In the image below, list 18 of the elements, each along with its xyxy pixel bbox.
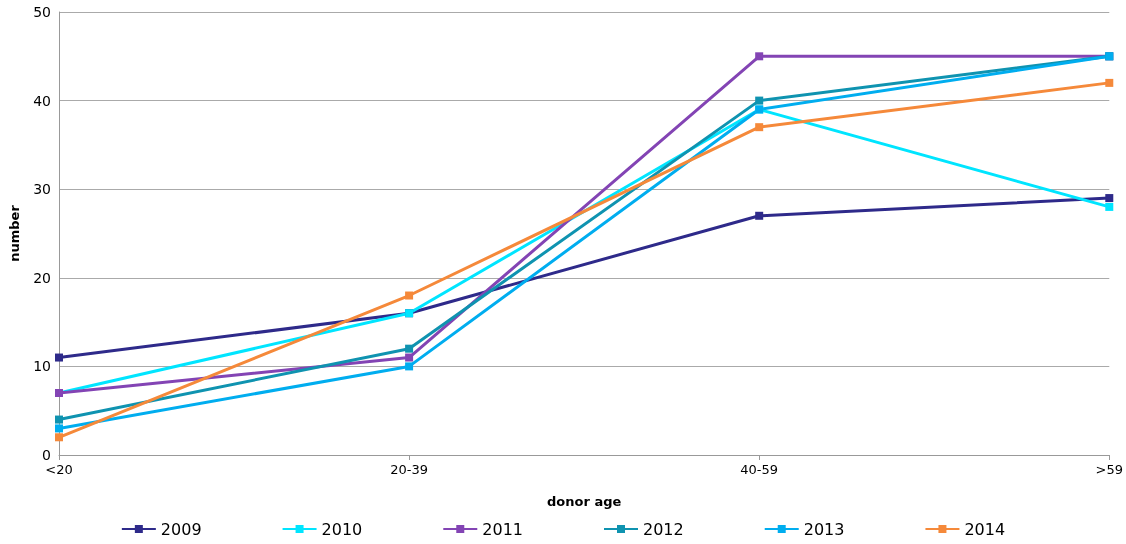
legend-label: 2010 [321, 519, 363, 539]
legend-label: 2011 [482, 519, 523, 539]
y-tick-label: 10 [33, 358, 51, 375]
y-tick-label: 50 [33, 4, 51, 20]
x-tick-label: <20 [45, 462, 73, 477]
y-tick-label: 0 [42, 447, 51, 463]
x-axis-title: donor age [547, 494, 622, 509]
x-tick-label: 20-39 [390, 462, 428, 477]
x-tick-label: 40-59 [740, 462, 779, 477]
y-tick-label: 20 [33, 269, 51, 286]
legend-label: 2012 [643, 519, 684, 539]
y-axis-title: number [7, 204, 22, 262]
x-tick-label: >59 [1095, 462, 1123, 477]
y-tick-label: 40 [33, 92, 51, 109]
legend-label: 2014 [964, 519, 1006, 539]
y-tick-label: 30 [33, 181, 51, 198]
legend-label: 2009 [160, 519, 202, 539]
legend-label: 2013 [803, 519, 845, 539]
